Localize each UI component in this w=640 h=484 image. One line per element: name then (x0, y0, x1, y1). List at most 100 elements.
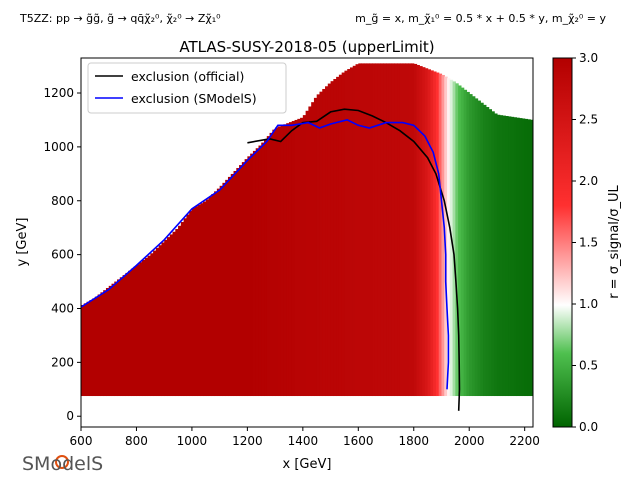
heatmap-cell (521, 118, 526, 397)
heatmap-cell (402, 63, 407, 397)
heatmap-cell (233, 170, 237, 397)
heatmap-cell (349, 67, 354, 397)
x-tick-label: 1000 (177, 434, 208, 448)
heatmap-cell (291, 121, 296, 397)
heatmap-cell (211, 194, 215, 397)
heatmap-cell (197, 204, 201, 397)
heatmap-cell (344, 70, 348, 397)
heatmap-cell (311, 102, 315, 397)
process-text: T5ZZ: pp → g̃g̃, g̃ → qq̄χ̃₂⁰, χ̃₂⁰ → Zχ… (19, 12, 221, 25)
x-axis-label: x [GeV] (283, 457, 332, 472)
x-axis: 600 800 1000 1200 1400 1600 1800 2000 2200 (70, 427, 540, 448)
heatmap-cell (147, 255, 151, 397)
heatmap-layer (81, 63, 533, 397)
heatmap-cell (394, 63, 398, 397)
heatmap-cell (516, 117, 520, 397)
y-tick-label: 0 (66, 409, 74, 423)
colorbar-tick-label: 2.0 (579, 174, 598, 188)
heatmap-cell (277, 126, 282, 397)
heatmap-cell (241, 162, 246, 397)
heatmap-cell (447, 78, 451, 397)
heatmap-cell (236, 168, 240, 397)
heatmap-cell (369, 63, 373, 397)
heatmap-cell (150, 253, 154, 397)
heatmap-cell (111, 283, 115, 397)
heatmap-cell (319, 91, 323, 397)
x-tick-label: 600 (70, 434, 93, 448)
colorbar-tick-label: 1.5 (579, 236, 598, 250)
heatmap-cell (347, 69, 351, 397)
legend: exclusion (official) exclusion (SModelS) (87, 62, 287, 114)
heatmap-cell (194, 206, 199, 397)
heatmap-cell (153, 250, 157, 397)
x-tick-label: 1600 (343, 434, 374, 448)
colorbar-tick-label: 0.5 (579, 359, 598, 373)
heatmap-cell (530, 119, 533, 397)
heatmap-cell (480, 102, 484, 397)
heatmap-cell (308, 106, 312, 397)
heatmap-cell (352, 65, 357, 397)
heatmap-cell (313, 97, 318, 397)
heatmap-cell (89, 300, 93, 397)
heatmap-cell (469, 94, 473, 397)
heatmap-cell (92, 298, 96, 397)
heatmap-cell (183, 218, 187, 397)
heatmap-cell (269, 132, 273, 397)
heatmap-cell (264, 139, 268, 397)
mass-relations-text: m_g̃ = x, m_χ̃₁⁰ = 0.5 * x + 0.5 * y, m_… (355, 12, 606, 25)
heatmap-cell (386, 63, 390, 397)
heatmap-cell (166, 237, 171, 397)
x-tick-label: 800 (125, 434, 148, 448)
heatmap-cell (471, 96, 476, 397)
heatmap-cell (444, 76, 448, 397)
heatmap-cell (300, 117, 304, 397)
heatmap-cell (424, 68, 429, 397)
heatmap-cell (105, 288, 110, 397)
heatmap-cell (336, 76, 340, 397)
heatmap-cell (297, 118, 301, 397)
logo-text: SModelS (22, 453, 103, 475)
legend-box (87, 62, 287, 114)
y-tick-label: 600 (51, 248, 74, 262)
heatmap-cell (136, 264, 140, 397)
heatmap-cell (119, 277, 124, 397)
colorbar-tick-label: 1.0 (579, 297, 598, 311)
heatmap-cell (485, 107, 490, 397)
heatmap-cell (205, 199, 210, 397)
heatmap-cell (358, 63, 362, 397)
heatmap-cell (302, 115, 307, 397)
heatmap-cell (419, 66, 423, 397)
heatmap-cell (139, 262, 143, 397)
heatmap-cell (305, 110, 309, 397)
heatmap-cell (397, 63, 401, 397)
heatmap-cell (155, 247, 160, 397)
heatmap-cell (227, 176, 232, 397)
heatmap-cell (341, 72, 346, 397)
y-axis-label: y [GeV] (15, 218, 30, 267)
heatmap-cell (288, 122, 293, 397)
x-tick-label: 1200 (232, 434, 263, 448)
heatmap-cell (169, 234, 174, 397)
heatmap-cell (117, 279, 121, 397)
heatmap-cell (272, 129, 276, 397)
heatmap-cell (513, 117, 517, 397)
heatmap-cell (180, 222, 185, 397)
y-axis: 0 200 400 600 800 1000 1200 (43, 86, 81, 423)
heatmap-cell (200, 203, 204, 397)
heatmap-cell (316, 94, 321, 397)
heatmap-cell (416, 65, 420, 397)
heatmap-cell (405, 63, 409, 397)
heatmap-cell (458, 85, 462, 397)
y-tick-label: 800 (51, 194, 74, 208)
heatmap-cell (258, 145, 262, 397)
legend-smodels-label: exclusion (SModelS) (131, 91, 257, 106)
heatmap-cell (477, 100, 481, 397)
heatmap-cell (186, 214, 190, 397)
heatmap-cell (410, 63, 415, 397)
heatmap-cell (422, 67, 426, 397)
heatmap-cell (363, 63, 368, 397)
heatmap-cell (275, 127, 279, 397)
y-tick-label: 400 (51, 301, 74, 315)
y-tick-label: 1000 (43, 140, 74, 154)
